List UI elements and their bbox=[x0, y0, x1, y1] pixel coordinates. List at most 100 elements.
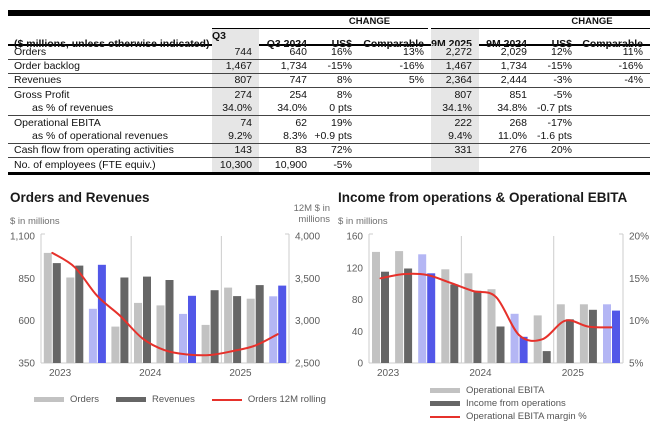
cell-value: 34.0% bbox=[212, 102, 259, 115]
row-label: Revenues bbox=[14, 74, 62, 86]
cell-value: 1,734 bbox=[280, 60, 307, 72]
svg-text:350: 350 bbox=[18, 359, 35, 370]
cell-value bbox=[359, 130, 431, 143]
cell-value: 744 bbox=[212, 46, 259, 59]
cell-value: 851 bbox=[509, 88, 527, 101]
cell-value: 1,467 bbox=[212, 60, 259, 73]
cell-value: 13% bbox=[402, 46, 424, 58]
cell-value: 34.8% bbox=[497, 102, 527, 114]
row-label: Gross Profit bbox=[14, 88, 70, 101]
svg-text:2023: 2023 bbox=[377, 368, 400, 379]
legend-item: Orders bbox=[34, 394, 99, 405]
legend-label: Orders bbox=[70, 394, 100, 405]
column-header-row: ($ millions, unless otherwise indicated)… bbox=[8, 29, 650, 59]
change-row-spacer bbox=[8, 16, 212, 29]
cell-value: 1,734 bbox=[500, 60, 527, 72]
svg-text:2,500: 2,500 bbox=[295, 359, 320, 370]
chart-title-income-ebita: Income from operations & Operational EBI… bbox=[338, 190, 628, 205]
cell-value bbox=[534, 158, 579, 172]
column-header: US$ bbox=[331, 37, 352, 50]
orders-revenues-legend: Orders Revenues Orders 12M rolling bbox=[34, 394, 326, 405]
change-header-row: CHANGE CHANGE bbox=[8, 16, 650, 29]
cell-value: 16% bbox=[330, 46, 352, 58]
svg-text:3,500: 3,500 bbox=[295, 274, 320, 285]
cell-value: 747 bbox=[289, 74, 307, 86]
cell-value: 20% bbox=[550, 144, 572, 156]
cell-value: -5% bbox=[553, 88, 572, 101]
chart-orders-revenues: Orders and Revenues $ in millions 12M $ … bbox=[8, 188, 330, 425]
legend-item: Orders 12M rolling bbox=[211, 394, 326, 405]
cell-value bbox=[479, 158, 534, 172]
table-row: Cash flow from operating activities 143 83… bbox=[8, 144, 650, 158]
svg-text:20%: 20% bbox=[629, 232, 649, 243]
cell-value: 807 bbox=[212, 74, 259, 87]
table-row: Orders 744 640 16% 13% 2,272 2,029 12% 11% bbox=[8, 46, 650, 60]
column-header: Comparable bbox=[363, 37, 424, 50]
table-row: No. of employees (FTE equiv.) 10,300 10,90… bbox=[8, 158, 650, 172]
cell-value bbox=[359, 88, 431, 102]
svg-text:10%: 10% bbox=[629, 316, 649, 327]
legend-label: Income from operations bbox=[466, 398, 566, 409]
legend-label: Orders 12M rolling bbox=[247, 394, 326, 405]
cell-value: 807 bbox=[431, 88, 479, 102]
svg-text:2025: 2025 bbox=[562, 368, 585, 379]
legend-item: Operational EBITA bbox=[430, 385, 587, 396]
orders-revenues-plot: 1,100 850 600 350 4,000 3,500 3,000 2,500 2023 20… bbox=[10, 232, 320, 380]
cell-value bbox=[579, 88, 650, 102]
change-group-9m: CHANGE bbox=[431, 16, 650, 29]
row-label: Cash flow from operating activities bbox=[14, 144, 174, 156]
table-row: Revenues 807 747 8% 5% 2,364 2,444 -3% -4% bbox=[8, 74, 650, 88]
row-label: Operational EBITA bbox=[14, 116, 101, 129]
column-header: 9M 2024 bbox=[486, 37, 527, 50]
cell-value: 11% bbox=[622, 46, 643, 58]
cell-value: 19% bbox=[330, 116, 352, 129]
legend-label: Operational EBITA bbox=[466, 385, 545, 396]
legend-bar-swatch bbox=[34, 397, 64, 402]
column-header: Q3 2024 bbox=[266, 37, 307, 50]
legend-item: Revenues bbox=[116, 394, 195, 405]
cell-value: -4% bbox=[624, 74, 643, 86]
cell-value bbox=[359, 158, 431, 172]
svg-text:15%: 15% bbox=[629, 274, 649, 285]
cell-value: 83 bbox=[295, 144, 307, 156]
cell-value: 274 bbox=[212, 88, 259, 102]
chart-income-ebita: Income from operations & Operational EBI… bbox=[336, 188, 658, 425]
table-row: as % of revenues 34.0% 34.0% 0 pts 34.1% 34.8… bbox=[8, 102, 650, 116]
column-header: Comparable bbox=[582, 37, 643, 50]
legend-bar-swatch bbox=[430, 388, 460, 393]
legend-line-swatch bbox=[211, 398, 242, 401]
svg-text:850: 850 bbox=[18, 274, 35, 285]
cell-value: +0.9 pts bbox=[314, 130, 352, 142]
legend-bar-swatch bbox=[116, 397, 147, 402]
change-label-q3: CHANGE bbox=[348, 16, 391, 27]
left-axis-label: $ in millions bbox=[338, 216, 388, 227]
cell-value: -15% bbox=[547, 60, 572, 72]
cell-value: 331 bbox=[431, 144, 479, 157]
cell-value: 34.1% bbox=[431, 102, 479, 115]
cell-value bbox=[579, 102, 650, 115]
cell-value: -0.7 pts bbox=[536, 102, 572, 114]
svg-text:160: 160 bbox=[346, 232, 363, 243]
row-label: Order backlog bbox=[14, 60, 80, 72]
table-top-bar bbox=[8, 10, 650, 16]
cell-value bbox=[359, 102, 431, 115]
cell-value: 34.0% bbox=[277, 102, 307, 114]
cell-value: 0 pts bbox=[329, 102, 352, 114]
legend-bar-swatch bbox=[430, 401, 460, 406]
row-label: No. of employees (FTE equiv.) bbox=[14, 158, 156, 171]
cell-value bbox=[579, 130, 650, 143]
svg-text:2024: 2024 bbox=[469, 368, 492, 379]
table-row: Gross Profit 274 254 8% 807 851 -5% bbox=[8, 88, 650, 102]
cell-value: 2,272 bbox=[431, 46, 479, 59]
cell-value bbox=[359, 116, 431, 130]
cell-value: 2,364 bbox=[431, 74, 479, 87]
row-label: as % of operational revenues bbox=[32, 130, 169, 142]
cell-value: -16% bbox=[399, 60, 424, 72]
cell-value: 143 bbox=[212, 144, 259, 157]
cell-value: 12% bbox=[550, 46, 572, 58]
cell-value: 254 bbox=[289, 88, 307, 101]
svg-text:3,000: 3,000 bbox=[295, 316, 320, 327]
cell-value: 268 bbox=[509, 116, 527, 129]
table-row: as % of operational revenues 9.2% 8.3% +0.9… bbox=[8, 130, 650, 144]
